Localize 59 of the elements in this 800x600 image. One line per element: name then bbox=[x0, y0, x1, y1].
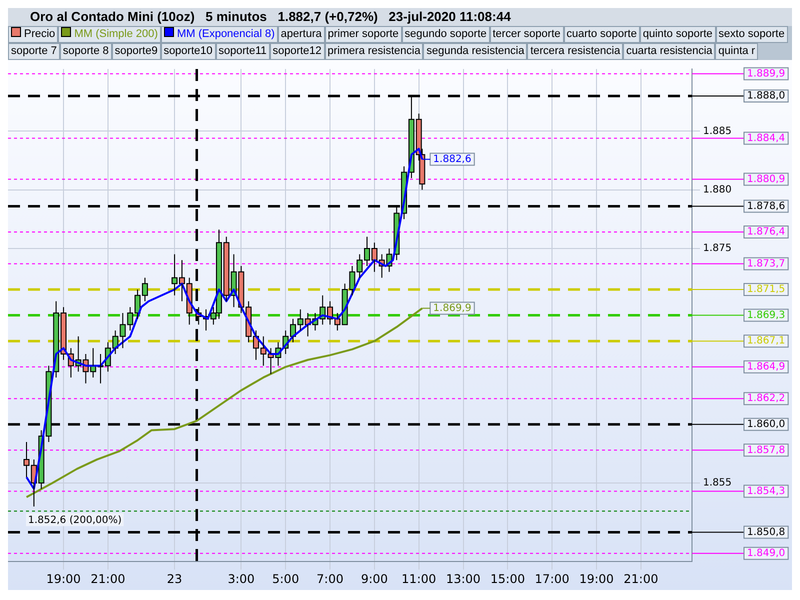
ref-line-label: 1.862,2 bbox=[747, 393, 786, 404]
annotation: 1.852,6 (200,00%) bbox=[28, 514, 122, 526]
x-tick-label: 11:00 bbox=[402, 572, 436, 586]
text: soporte11 bbox=[216, 43, 270, 60]
ref-line-label: 1.857,8 bbox=[747, 444, 786, 456]
annotation: 1.869,9 bbox=[433, 302, 472, 314]
ref-line-label: 1.880,9 bbox=[747, 174, 786, 185]
ref-line-label: 1.871,5 bbox=[747, 284, 786, 296]
ref-line-label: 1.850,8 bbox=[747, 526, 786, 538]
ref-line-label: 1.876,4 bbox=[747, 226, 786, 238]
text: primera resistencia bbox=[324, 43, 424, 60]
ref-line-label: 1.869,3 bbox=[747, 310, 786, 321]
x-tick-label: 3:00 bbox=[228, 572, 255, 586]
ref-line-label: 1.884,4 bbox=[747, 132, 786, 144]
y-tick-label: 1.885 bbox=[703, 126, 732, 137]
x-tick-label: 9:00 bbox=[360, 572, 388, 586]
ref-line-label: 1.888,0 bbox=[747, 90, 786, 102]
text: apertura bbox=[278, 26, 325, 43]
text: tercer soporte bbox=[490, 26, 564, 43]
legend-label: MM (Simple 200) bbox=[58, 26, 161, 43]
ref-line-label: 1.860,0 bbox=[747, 418, 786, 430]
chart-title: Oro al Contado Mini (10oz) 5 minutos 1.882,7 (+0,72%) 23-jul-2020 11:08:44 bbox=[8, 8, 792, 26]
x-tick-label: 15:00 bbox=[490, 572, 525, 586]
text: segunda resistencia bbox=[423, 43, 528, 60]
text: quinto soporte bbox=[640, 26, 716, 43]
ref-line-label: 1.867,1 bbox=[747, 336, 786, 347]
x-tick-label: 13:00 bbox=[446, 572, 481, 586]
ref-line-label: 1.864,9 bbox=[747, 362, 786, 372]
text: cuarta resistencia bbox=[623, 43, 716, 60]
x-tick-label: 21:00 bbox=[90, 572, 126, 586]
text: primer soporte bbox=[324, 26, 402, 43]
ref-line-label: 1.889,9 bbox=[747, 68, 786, 80]
ref-line-label: 1.878,6 bbox=[747, 200, 786, 212]
annotation: 1.882,6 bbox=[433, 154, 472, 165]
text: cuarto soporte bbox=[564, 26, 640, 43]
x-tick-label: 21:00 bbox=[624, 572, 658, 586]
text: quinta r bbox=[715, 43, 758, 60]
y-tick-label: 1.875 bbox=[703, 243, 732, 254]
ref-line-label: 1.849,0 bbox=[747, 548, 786, 559]
text: sexto soporte bbox=[716, 26, 788, 43]
x-tick-label: 19:00 bbox=[579, 572, 614, 586]
text: tercera resistencia bbox=[527, 43, 624, 60]
text: soporte9 bbox=[112, 43, 161, 60]
ref-line-label: 1.854,3 bbox=[747, 486, 786, 497]
text: soporte 8 bbox=[60, 43, 112, 60]
x-tick-label: 23 bbox=[166, 572, 182, 586]
text: soporte 7 bbox=[8, 43, 60, 60]
text: segundo soporte bbox=[402, 26, 490, 43]
x-tick-label: 19:00 bbox=[46, 572, 81, 586]
x-tick-label: 5:00 bbox=[272, 572, 300, 586]
legend-label: MM (Exponencial 8) bbox=[160, 26, 278, 43]
legend-label: Precio bbox=[8, 26, 58, 43]
x-tick-label: 17:00 bbox=[534, 572, 570, 586]
x-tick-label: 7:00 bbox=[316, 572, 344, 586]
ref-line-label: 1.873,7 bbox=[747, 258, 786, 270]
y-tick-label: 1.880 bbox=[703, 184, 732, 196]
y-tick-label: 1.855 bbox=[703, 478, 732, 489]
text: soporte10 bbox=[160, 43, 216, 60]
text: soporte12 bbox=[270, 43, 325, 60]
